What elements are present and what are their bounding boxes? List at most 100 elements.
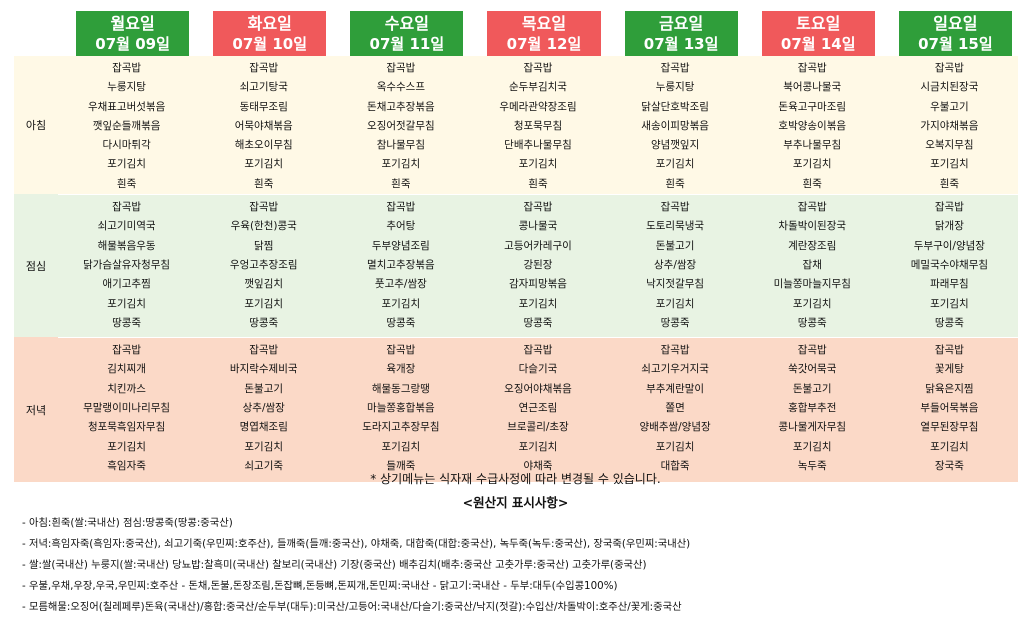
menu-item: 홍합부추전: [788, 401, 837, 414]
menu-item: 닭육은지찜: [925, 382, 974, 395]
menu-item: 녹두죽: [797, 459, 827, 472]
menu-item: 해물동그랑땡: [371, 382, 430, 395]
day-name: 수요일: [384, 14, 429, 33]
menu-item: 포기김치: [244, 440, 284, 453]
menu-item: 잡곡밥: [523, 62, 553, 74]
menu-item: 우채표고버섯볶음: [87, 100, 166, 113]
menu-item: 흰죽: [528, 177, 548, 190]
meal-label: 저녁: [14, 337, 59, 483]
day-header-tue: 화요일 07월 10일: [195, 8, 332, 56]
menu-item: 포기김치: [930, 297, 969, 310]
menu-cell: 잡곡밥 육개장 해물동그랑땡 마늘쫑홍합볶음 도라지고추장무침 포기김치 들깨죽: [332, 337, 470, 483]
menu-item: 포기김치: [107, 440, 146, 453]
menu-body: 아침 잡곡밥 누룽지탕 우채표고버섯볶음 깻잎순들깨볶음 다시마튀각 포기김치 흰죽 잡곡밥 쇠고…: [14, 56, 1018, 483]
menu-item: 포기김치: [518, 440, 558, 453]
menu-item: 메밀국수야채무침: [910, 258, 989, 271]
menu-cell: 잡곡밥 쇠고기우거지국 부추계란말이 쫄면 양배추쌈/양념장 포기김치 대합죽: [606, 337, 744, 483]
day-header-box: 목요일 07월 12일: [487, 11, 601, 56]
menu-item: 마늘쫑홍합볶음: [367, 401, 435, 414]
menu-item: 잡곡밥: [934, 62, 964, 74]
menu-item: 잡곡밥: [934, 344, 964, 357]
menu-item: 오징어젓갈무침: [367, 119, 435, 132]
menu-item: 포기김치: [381, 440, 421, 453]
menu-item: 콩나물국: [518, 220, 558, 233]
menu-item: 누룽지탕: [107, 81, 146, 94]
menu-item: 추어탕: [386, 220, 416, 233]
day-header-box: 월요일 07월 09일: [76, 11, 190, 56]
day-date: 07월 11일: [369, 35, 445, 53]
menu-item: 도토리묵냉국: [646, 220, 705, 233]
menu-item: 해초오이무침: [234, 139, 293, 152]
menu-item: 어묵야채볶음: [234, 119, 293, 132]
menu-item: 차돌박이된장국: [778, 220, 847, 233]
menu-cell: 잡곡밥 옥수수스프 돈채고추장볶음 오징어젓갈무침 참나물무침 포기김치 흰죽: [332, 56, 470, 195]
menu-item: 돈불고기: [655, 239, 695, 252]
menu-item: 쇠고기죽: [244, 459, 284, 472]
menu-item: 잡곡밥: [797, 201, 827, 214]
menu-item: 고등어카레구이: [504, 239, 572, 252]
menu-item: 양배추쌈/양념장: [639, 421, 711, 434]
menu-item: 북어콩나물국: [783, 81, 842, 94]
day-header-box: 토요일 07월 14일: [761, 11, 875, 56]
menu-item: 상추/쌈장: [242, 401, 285, 414]
menu-cell: 잡곡밥 우육(한천)콩국 닭찜 우엉고추장조림 깻잎김치 포기김치 땅콩죽: [195, 194, 333, 338]
origin-line: - 우불,우채,우장,우국,우민찌:호주산 - 돈채,돈불,돈장조림,돈잡뼈,돈…: [22, 580, 618, 592]
menu-cell: 잡곡밥 도토리묵냉국 돈불고기 상추/쌈장 낙지젓갈무침 포기김치 땅콩죽: [606, 194, 744, 338]
day-name: 금요일: [659, 14, 704, 33]
menu-item: 땅콩죽: [934, 316, 964, 329]
menu-item: 참나물무침: [376, 139, 425, 152]
day-header-box: 화요일 07월 10일: [213, 11, 327, 56]
day-date: 07월 12일: [506, 35, 582, 53]
menu-cell: 잡곡밥 콩나물국 고등어카레구이 강된장 감자피망볶음 포기김치 땅콩죽: [469, 194, 607, 338]
menu-cell: 잡곡밥 차돌박이된장국 계란장조림 잡채 미늘쫑마늘지무침 포기김치 땅콩죽: [743, 194, 881, 338]
menu-item: 부추계란말이: [646, 382, 705, 395]
menu-item: 다시마튀각: [102, 139, 151, 152]
meal-row-breakfast: 아침 잡곡밥 누룽지탕 우채표고버섯볶음 깻잎순들깨볶음 다시마튀각 포기김치 흰죽 잡곡밥 쇠고…: [14, 56, 1018, 195]
origin-line: - 쌀:쌀(국내산) 누룽지(쌀:국내산) 당뇨밥:찰흑미(국내산) 찰보리(국…: [22, 559, 647, 571]
menu-cell: 잡곡밥 다슬기국 오징어야채볶음 연근조림 브로콜리/초장 포기김치 야채죽: [469, 337, 607, 483]
menu-item: 잡곡밥: [112, 62, 142, 74]
weekly-menu: 월요일 07월 09일 화요일 07월 10일 수요일 07월 11일 목요일 07월 …: [14, 8, 1018, 483]
day-date: 07월 10일: [232, 35, 307, 53]
menu-item: 치킨까스: [107, 382, 146, 395]
menu-item: 포기김치: [244, 158, 284, 171]
menu-item: 대합죽: [660, 459, 690, 472]
menu-item: 땅콩죽: [660, 316, 690, 329]
menu-item: 다슬기국: [518, 363, 558, 376]
menu-item: 닭살단호박조림: [641, 100, 709, 113]
menu-item: 쑥갓어묵국: [788, 363, 837, 376]
menu-item: 양념깻잎지: [650, 139, 700, 152]
menu-item: 꽃게탕: [934, 363, 964, 376]
day-name: 일요일: [933, 14, 978, 33]
day-date: 07월 09일: [95, 35, 170, 53]
menu-item: 포기김치: [792, 297, 832, 310]
menu-item: 야채죽: [523, 459, 553, 472]
menu-item: 부추나물무침: [783, 139, 842, 152]
menu-item: 땅콩죽: [797, 316, 827, 329]
menu-item: 오징어야채볶음: [504, 382, 572, 395]
menu-cell: 잡곡밥 누룽지탕 닭살단호박조림 새송이피망볶음 양념깻잎지 포기김치 흰죽: [606, 56, 744, 195]
menu-item: 땅콩죽: [523, 316, 553, 329]
menu-item: 잡곡밥: [112, 201, 142, 214]
day-name: 토요일: [796, 14, 841, 33]
menu-item: 잡곡밥: [660, 344, 690, 357]
menu-item: 흰죽: [939, 177, 960, 190]
menu-item: 흰죽: [116, 177, 137, 190]
menu-item: 명엽채조림: [239, 421, 288, 434]
menu-item: 콩나물게자무침: [778, 421, 847, 434]
menu-item: 포기김치: [518, 297, 558, 310]
menu-cell: 잡곡밥 누룽지탕 우채표고버섯볶음 깻잎순들깨볶음 다시마튀각 포기김치 흰죽: [58, 56, 196, 195]
menu-item: 포기김치: [792, 158, 832, 171]
menu-item: 바지락수제비국: [229, 363, 298, 376]
menu-item: 브로콜리/초장: [507, 421, 569, 434]
menu-item: 포기김치: [792, 440, 832, 453]
menu-cell: 잡곡밥 꽃게탕 닭육은지찜 부들어묵볶음 열무된장무침 포기김치 장국죽: [880, 337, 1018, 483]
menu-item: 흰죽: [254, 177, 274, 190]
menu-item: 포기김치: [244, 297, 284, 310]
menu-item: 잡곡밥: [249, 201, 279, 214]
menu-item: 땅콩죽: [249, 316, 279, 329]
day-date: 07월 14일: [780, 35, 856, 53]
menu-item: 동태무조림: [239, 100, 288, 113]
menu-cell: 잡곡밥 바지락수제비국 돈불고기 상추/쌈장 명엽채조림 포기김치 쇠고기죽: [195, 337, 333, 483]
menu-cell: 잡곡밥 시금치된장국 우불고기 가지야채볶음 오복지무침 포기김치 흰죽: [880, 56, 1018, 195]
